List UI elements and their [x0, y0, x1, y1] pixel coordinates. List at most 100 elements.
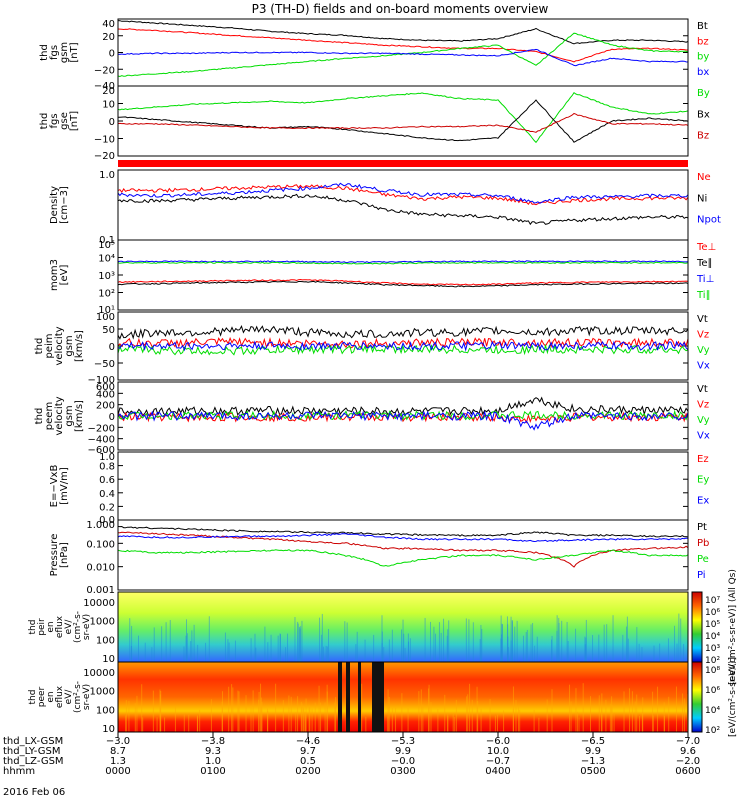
colorbar-tick-label: 10⁴	[705, 632, 720, 642]
y-tick-label: 0	[109, 117, 115, 128]
x-tick-label: 10.0	[487, 746, 509, 757]
y-axis-label: peer	[37, 686, 47, 707]
legend-Bx: Bx	[697, 109, 710, 120]
y-tick-label: −20	[94, 65, 115, 76]
colorbar	[691, 591, 703, 663]
series-Te∥-line	[117, 280, 689, 288]
y-axis-label: eV/	[64, 619, 74, 635]
y-axis-label: thd	[34, 408, 45, 425]
panel-frame	[117, 311, 689, 381]
y-tick-label: 0.6	[99, 475, 115, 486]
panel-peim_velocity: 100 50 0 −50 −100 thd peim velocity gsm [km/s] Vt V…	[34, 311, 710, 386]
legend-bz: bz	[697, 36, 709, 47]
panel-peer: 10000 1000 100 10 thd peer en eflux eV/(cm²-s-sr…	[28, 657, 738, 737]
y-axis-label: fgs	[49, 45, 60, 60]
series-Bz-line	[117, 112, 689, 133]
date-label: 2016 Feb 06	[3, 787, 65, 798]
legend-Vy: Vy	[697, 415, 710, 426]
data-gap-bar	[372, 662, 384, 732]
legend-Pt: Pt	[697, 522, 707, 533]
legend-Ni: Ni	[697, 193, 707, 204]
y-tick-label: 0.8	[99, 462, 115, 473]
x-tick-label: −0.0	[391, 756, 415, 767]
panel-fgs_gsm: 40 20 0 −20 −40 thd fgs gsm [nT] Bt bz by bx	[39, 18, 709, 92]
y-axis-label: E=−VxB	[49, 465, 60, 508]
x-tick-label: 8.7	[110, 746, 126, 757]
y-axis-label: thd	[39, 44, 50, 61]
series-Ne-line	[117, 184, 689, 206]
series-Ti∥-line	[117, 261, 689, 265]
figure-title: P3 (TH-D) fields and on-board moments ov…	[252, 2, 549, 16]
y-tick-label: −200	[88, 423, 115, 434]
y-tick-label: 0	[109, 342, 115, 353]
x-tick-label: −6.0	[486, 736, 510, 747]
legend-Bz: Bz	[697, 131, 709, 142]
y-axis-label: eV/	[64, 689, 74, 705]
colorbar-tick-label: 10²	[705, 656, 720, 666]
x-tick-label: 9.9	[395, 746, 411, 757]
legend-Vy: Vy	[697, 345, 710, 356]
x-row-label: thd_LX-GSM	[3, 736, 63, 747]
x-tick-label: −4.6	[296, 736, 320, 747]
x-tick-label: 0300	[390, 766, 415, 777]
x-row-label: thd_LZ-GSM	[3, 756, 64, 767]
colorbar-tick-label: 10⁷	[705, 596, 720, 606]
y-axis-label: velocity	[54, 396, 65, 435]
series-Bx-line	[117, 99, 689, 143]
y-tick-label: 1.000	[86, 520, 115, 531]
colorbar-label: [eV/(cm²-s-sr-eV)]	[728, 657, 738, 737]
y-tick-label: 0	[109, 412, 115, 423]
y-tick-label: 0.100	[86, 539, 115, 550]
y-tick-label: −400	[88, 435, 115, 446]
x-tick-label: 0000	[105, 766, 130, 777]
y-tick-label: 200	[96, 401, 115, 412]
y-tick-label: 0	[109, 49, 115, 60]
data-gap-bar	[346, 662, 350, 732]
y-tick-label: 10	[102, 724, 115, 735]
x-tick-label: −0.7	[486, 756, 510, 767]
y-axis-label: gsm	[59, 42, 70, 63]
x-tick-label: 9.7	[300, 746, 316, 757]
y-axis-label: [nT]	[69, 42, 80, 62]
series-Ti⊥-line	[117, 260, 689, 264]
legend-Pb: Pb	[697, 538, 709, 549]
data-gap-bar	[358, 662, 361, 732]
y-tick-label: 10	[102, 654, 115, 665]
panel-frame	[117, 451, 689, 521]
x-tick-label: 0500	[580, 766, 605, 777]
legend-Ti⊥: Ti⊥	[696, 274, 714, 285]
series-Bt-line	[117, 20, 689, 45]
y-axis-label: peir	[37, 618, 47, 636]
panel-frame	[117, 239, 689, 311]
legend-Pi: Pi	[697, 570, 706, 581]
y-axis-label: Density	[49, 186, 60, 224]
colorbar-label: [eV/(cm²-s-sr-eV)] (All Qs)	[728, 569, 738, 685]
data-gap-bar	[338, 662, 342, 732]
panel-frame	[117, 519, 689, 591]
series-Vt-line	[117, 325, 689, 340]
y-axis-label: (cm²-s-	[73, 611, 83, 643]
legend-Ez: Ez	[697, 454, 709, 465]
y-tick-label: −50	[94, 359, 115, 370]
y-tick-label: 10000	[83, 668, 115, 679]
series-Ni-line	[117, 193, 689, 226]
colorbar-tick-label: 10⁶	[705, 686, 720, 696]
legend-Bt: Bt	[697, 21, 708, 32]
x-tick-label: 9.9	[585, 746, 601, 757]
legend-Te⊥: Te⊥	[696, 242, 716, 253]
colorbar-tick-label: 10⁸	[705, 666, 720, 676]
x-axis-labels: thd_LX-GSM −3.0 −3.8 −4.6 −5.3 −6.0 −6.5 −7.0 th…	[3, 732, 701, 798]
y-tick-label: 10¹	[98, 305, 115, 316]
y-tick-label: 1.0	[99, 170, 115, 181]
series-By-line	[117, 91, 689, 144]
y-axis-label: gsm	[64, 405, 75, 426]
y-axis-label: eflux	[55, 615, 65, 638]
y-tick-label: 400	[96, 389, 115, 400]
legend-Vx: Vx	[697, 361, 710, 372]
series-Pt-line	[117, 525, 689, 538]
y-tick-label: 1.0	[99, 452, 115, 463]
y-axis-label: [cm−3]	[59, 186, 70, 224]
quality-flag-bar	[118, 160, 688, 167]
y-axis-label: thd	[28, 690, 38, 705]
y-axis-label: sr-eV)	[82, 614, 92, 640]
